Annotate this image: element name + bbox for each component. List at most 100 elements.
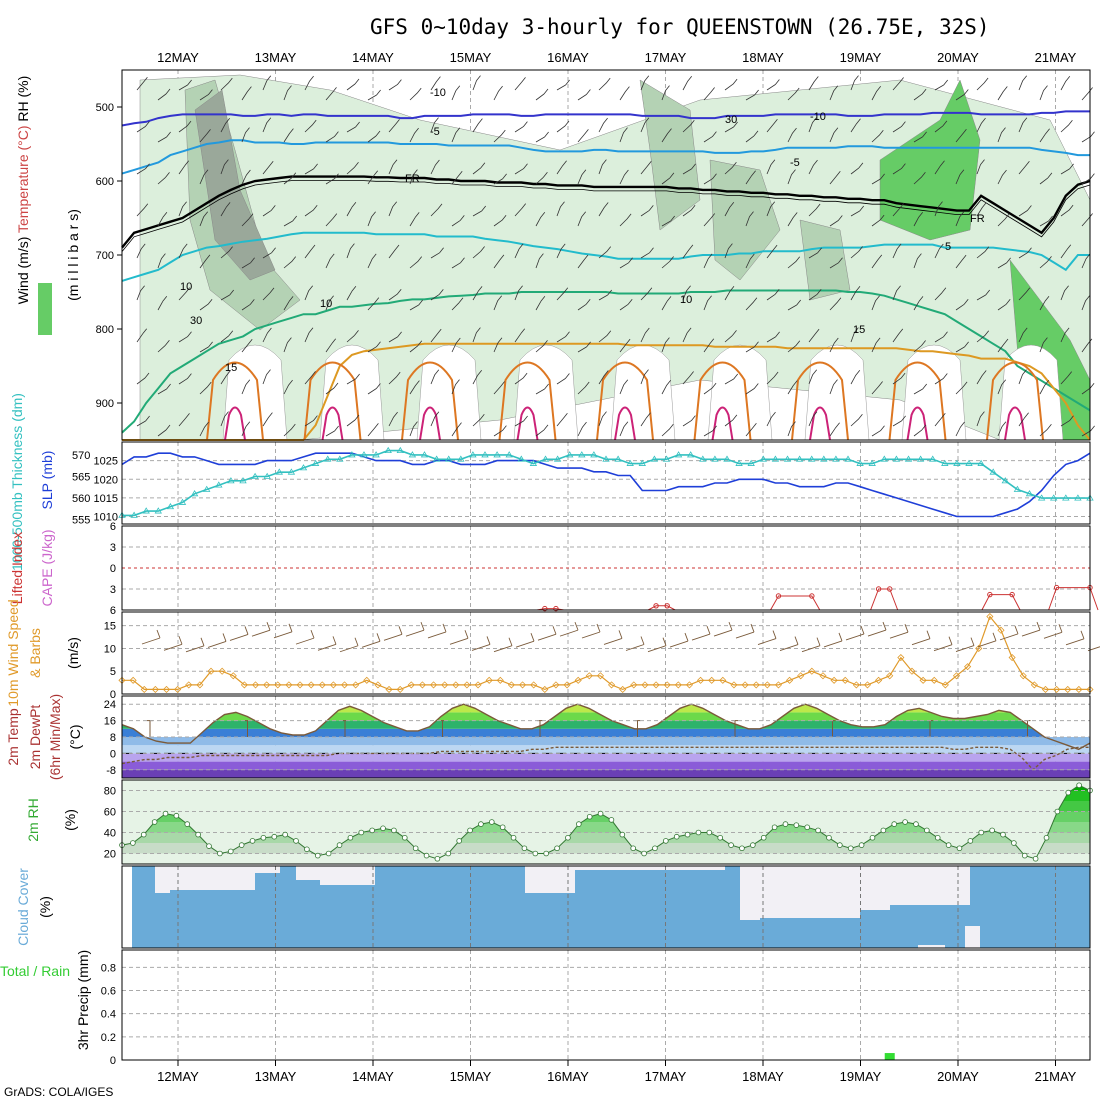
wind-speed-point bbox=[474, 681, 482, 689]
cloud-gap bbox=[170, 866, 255, 890]
wind-speed-point bbox=[719, 676, 727, 684]
contour-label: 15 bbox=[853, 324, 865, 336]
rh-point bbox=[467, 827, 473, 834]
panel-ylabel: 2m Temp bbox=[5, 708, 21, 766]
rh-point bbox=[804, 824, 811, 831]
wind-barb bbox=[556, 201, 565, 217]
top-date-14MAY: 14MAY bbox=[352, 50, 394, 65]
wind-speed-point bbox=[1019, 672, 1027, 680]
wind-barb bbox=[598, 330, 612, 343]
wind-barb bbox=[430, 203, 443, 217]
y-tick-label: 60 bbox=[104, 807, 116, 819]
wind-barb bbox=[766, 119, 778, 133]
wind-speed-point bbox=[997, 626, 1005, 634]
wind-speed-point bbox=[285, 681, 293, 689]
wind-barb bbox=[535, 88, 549, 101]
wind-speed-point bbox=[930, 676, 938, 684]
bottom-date-17MAY: 17MAY bbox=[645, 1069, 687, 1084]
cloud-gap bbox=[760, 866, 860, 918]
wind-barb bbox=[850, 286, 861, 301]
wind-speed-point bbox=[296, 681, 304, 689]
contour-label: FR bbox=[970, 213, 985, 225]
rh-point bbox=[815, 827, 821, 834]
rh-point bbox=[173, 812, 180, 819]
top-date-12MAY: 12MAY bbox=[157, 50, 199, 65]
rh-point bbox=[358, 829, 365, 836]
wind-barb bbox=[1039, 85, 1048, 101]
wind-speed-point bbox=[596, 672, 605, 680]
wind-barb bbox=[703, 213, 716, 227]
wind-barb bbox=[640, 160, 652, 175]
wind-barb bbox=[661, 215, 676, 227]
surface-wind-barb bbox=[779, 636, 799, 652]
y-tick-label: 500 bbox=[96, 102, 114, 114]
wind-barb bbox=[871, 254, 883, 269]
wind-barb bbox=[913, 424, 927, 437]
wind-barb bbox=[787, 340, 801, 353]
rh-point bbox=[750, 842, 756, 848]
wind-barb bbox=[808, 203, 821, 217]
wind-barb bbox=[829, 257, 843, 269]
lifted-index-point bbox=[875, 586, 882, 592]
wind-barb bbox=[388, 331, 402, 343]
surface-wind-barb bbox=[867, 621, 887, 637]
lifted-index-point bbox=[987, 591, 993, 598]
wind-barb bbox=[1060, 371, 1073, 385]
wind-barb bbox=[850, 75, 859, 91]
wind-barb bbox=[556, 373, 570, 385]
rh-point bbox=[771, 824, 778, 831]
wind-speed-point bbox=[318, 681, 326, 689]
wind-barb bbox=[934, 120, 948, 133]
wind-barb bbox=[661, 256, 674, 269]
wind-barb bbox=[262, 117, 272, 133]
wind-barb bbox=[451, 170, 463, 185]
wind-barb bbox=[178, 79, 192, 91]
wind-barb bbox=[598, 411, 607, 427]
wind-speed-point bbox=[663, 681, 671, 689]
wind-barb bbox=[199, 381, 212, 395]
wind-barb bbox=[1081, 295, 1090, 311]
wind-barb bbox=[745, 170, 756, 185]
wind-speed-point bbox=[429, 681, 438, 689]
wind-barb bbox=[535, 296, 546, 311]
wind-speed-point bbox=[919, 676, 927, 684]
rh-point bbox=[619, 831, 626, 838]
wind-barb bbox=[577, 381, 590, 395]
y-tick-label: 6 bbox=[110, 521, 116, 533]
wind-speed-point bbox=[952, 672, 961, 680]
thickness-point bbox=[868, 459, 876, 466]
wind-barb bbox=[514, 121, 528, 133]
panel-ylabel: 10m Wind Speed bbox=[5, 599, 21, 706]
wind-barb bbox=[199, 254, 211, 269]
rh-point bbox=[608, 817, 615, 823]
rh-point bbox=[412, 845, 419, 852]
wind-barb bbox=[199, 341, 213, 353]
dewpoint-line bbox=[121, 746, 1090, 771]
surface-wind-barb bbox=[955, 637, 975, 653]
isotherm-20-lobe bbox=[303, 361, 362, 441]
wind-barb bbox=[661, 172, 675, 185]
cloud-panel: Cloud Cover (%) bbox=[15, 865, 1091, 949]
thickness-point bbox=[783, 455, 792, 462]
thickness-point bbox=[505, 451, 513, 458]
rh-point bbox=[217, 850, 223, 857]
wind-barb bbox=[955, 299, 969, 311]
temp-panel: -8 0 8 16 24 2m Temp 2m DewPt (6hr Min/Max) (°C) bbox=[5, 694, 1091, 780]
wind-speed-point bbox=[518, 681, 527, 689]
bottom-date-21MAY: 21MAY bbox=[1035, 1069, 1077, 1084]
wind-barb bbox=[661, 296, 672, 311]
wind-barb bbox=[346, 243, 355, 259]
wind-barb bbox=[157, 212, 168, 227]
contour-label: 10 bbox=[320, 298, 332, 310]
cloud-gap bbox=[740, 866, 760, 920]
wind-barb bbox=[829, 337, 839, 353]
wind-barb bbox=[682, 415, 696, 427]
wind-speed-point bbox=[452, 681, 460, 689]
wind-barb bbox=[430, 159, 440, 175]
thickness-point bbox=[348, 451, 356, 458]
wind-barb bbox=[955, 381, 968, 395]
wind-barb bbox=[304, 327, 314, 343]
wind-speed-point bbox=[863, 681, 872, 689]
surface-wind-barb bbox=[581, 623, 601, 639]
